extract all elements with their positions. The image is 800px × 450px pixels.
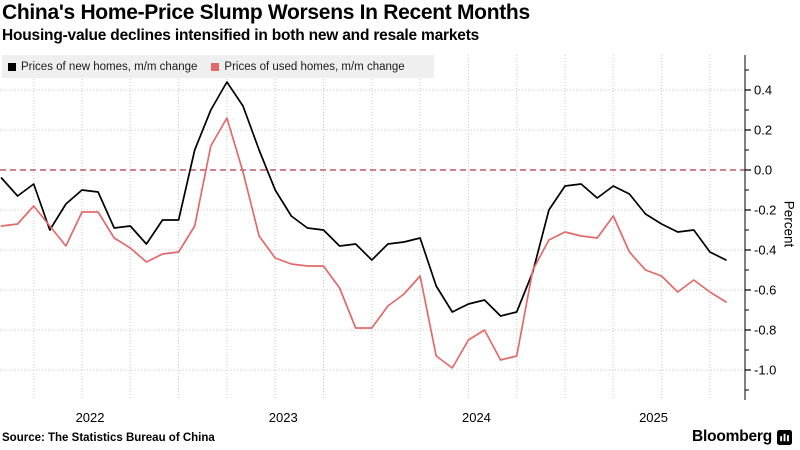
- legend-label-new-homes: Prices of new homes, m/m change: [21, 60, 198, 73]
- x-year-label: 2022: [76, 410, 105, 425]
- x-year-label: 2025: [639, 410, 668, 425]
- new-homes-swatch-icon: [8, 62, 16, 71]
- source-credit: Source: The Statistics Bureau of China: [2, 432, 215, 444]
- y-tick-label: 0.4: [754, 83, 772, 98]
- legend-item-used-homes: Prices of used homes, m/m change: [211, 60, 405, 73]
- used-homes-line: [0, 117, 727, 369]
- legend-item-new-homes: Prices of new homes, m/m change: [8, 61, 197, 73]
- bloomberg-terminal-icon: [777, 429, 792, 445]
- page-subtitle: Housing-value declines intensified in bo…: [2, 27, 480, 44]
- y-tick-label: -0.8: [754, 323, 776, 338]
- y-tick-label: 0.0: [754, 163, 772, 178]
- bloomberg-logo: Bloomberg: [692, 428, 792, 446]
- new-homes-line: [0, 81, 727, 317]
- x-year-label: 2024: [462, 410, 491, 425]
- legend-label-used-homes: Prices of used homes, m/m change: [224, 60, 405, 73]
- percent-axis-label: Percent: [782, 201, 797, 248]
- y-tick-label: 0.2: [754, 123, 772, 138]
- y-tick-label: -0.4: [754, 243, 776, 258]
- y-tick-label: -0.2: [754, 203, 776, 218]
- y-tick-label: -0.6: [754, 283, 776, 298]
- y-tick-label: -1.0: [754, 363, 776, 378]
- chart-legend: Prices of new homes, m/m change Prices o…: [2, 55, 434, 78]
- page-title: China's Home-Price Slump Worsens In Rece…: [2, 1, 530, 24]
- used-homes-swatch-icon: [211, 62, 220, 71]
- x-year-label: 2023: [269, 410, 298, 425]
- bloomberg-wordmark: Bloomberg: [691, 428, 772, 445]
